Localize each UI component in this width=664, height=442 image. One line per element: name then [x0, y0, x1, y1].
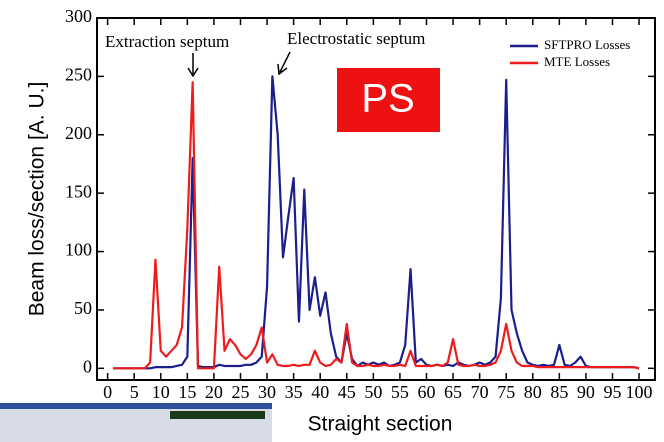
thumbnail-panel — [170, 411, 265, 419]
x-tick-label: 80 — [524, 382, 542, 402]
y-tick-label: 50 — [74, 298, 92, 318]
y-tick-label: 250 — [65, 65, 92, 85]
ps-label: PS — [361, 77, 414, 121]
x-axis-label: Straight section — [308, 413, 453, 436]
x-tick-label: 45 — [338, 382, 356, 402]
x-tick-label: 55 — [391, 382, 409, 402]
y-tick-label: 150 — [65, 181, 92, 201]
x-tick-label: 10 — [152, 382, 170, 402]
x-tick-label: 5 — [130, 382, 139, 402]
x-tick-label: 30 — [258, 382, 276, 402]
x-tick-label: 50 — [364, 382, 382, 402]
y-tick-label: 0 — [83, 356, 92, 376]
thumbnail — [0, 403, 272, 442]
y-tick-label: 200 — [65, 123, 92, 143]
annotation: Electrostatic septum — [287, 29, 425, 48]
x-tick-label: 25 — [231, 382, 249, 402]
x-tick-label: 70 — [471, 382, 489, 402]
y-tick-label: 300 — [65, 6, 92, 26]
x-tick-label: 35 — [285, 382, 303, 402]
chart: Extraction septum Electrostatic septum P… — [0, 0, 664, 442]
x-tick-label: 60 — [417, 382, 435, 402]
x-tick-label: 65 — [444, 382, 462, 402]
legend-label: MTE Losses — [544, 54, 610, 69]
x-tick-label: 85 — [550, 382, 568, 402]
x-tick-label: 90 — [577, 382, 595, 402]
y-axis-label: Beam loss/section [A. U.] — [26, 82, 49, 317]
x-tick-label: 40 — [311, 382, 329, 402]
x-tick-label: 0 — [103, 382, 112, 402]
y-tick-label: 100 — [65, 240, 92, 260]
x-tick-label: 15 — [178, 382, 196, 402]
x-tick-label: 20 — [205, 382, 223, 402]
x-tick-label: 75 — [497, 382, 515, 402]
legend-label: SFTPRO Losses — [544, 37, 630, 52]
thumbnail-bar — [0, 403, 272, 409]
x-tick-label: 100 — [626, 382, 653, 402]
annotation: Extraction septum — [105, 32, 229, 51]
x-tick-label: 95 — [603, 382, 621, 402]
